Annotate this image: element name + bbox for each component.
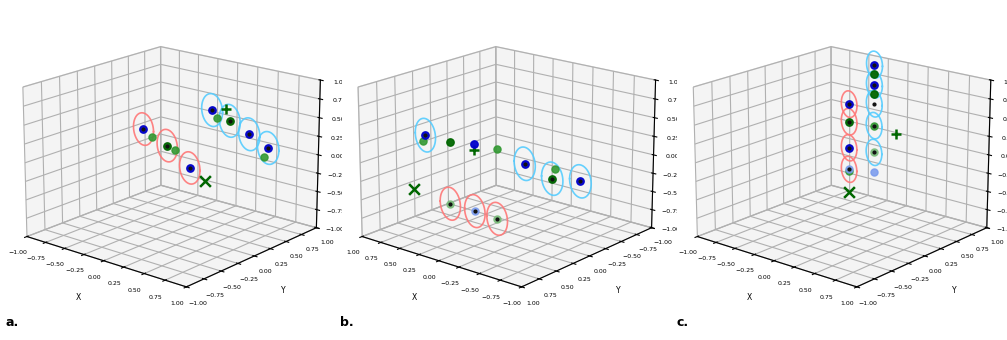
Text: b.: b. <box>340 317 354 329</box>
Title: tBLBLBLBL 4 28 and TLTLTLTLbtBLBL 6 80: tBLBLBLBL 4 28 and TLTLTLTLbtBLBL 6 80 <box>746 0 931 1</box>
X-axis label: X: X <box>412 293 417 302</box>
Text: c.: c. <box>677 317 689 329</box>
X-axis label: X: X <box>746 293 752 302</box>
Title: tBLBLBLBL 4 28 and TLTLTLTLbtBLBL 6 80: tBLBLBLBL 4 28 and TLTLTLTLbtBLBL 6 80 <box>76 0 261 1</box>
X-axis label: X: X <box>77 293 82 302</box>
Y-axis label: Y: Y <box>616 286 621 295</box>
Title: tBLBLBLBL 4 28 and TLTLTLTLbtBLBL 6 80: tBLBLBLBL 4 28 and TLTLTLTLbtBLBL 6 80 <box>411 0 596 1</box>
Y-axis label: Y: Y <box>952 286 956 295</box>
Text: a.: a. <box>5 317 18 329</box>
Y-axis label: Y: Y <box>281 286 286 295</box>
